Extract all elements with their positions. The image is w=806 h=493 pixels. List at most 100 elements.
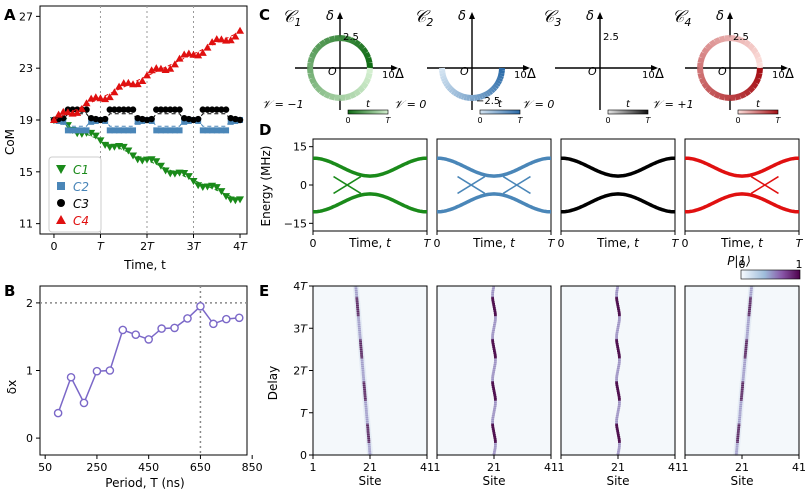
marker-c1 — [231, 197, 240, 205]
x-tick-label: 450 — [138, 461, 159, 474]
marker-c2 — [120, 127, 127, 134]
heat-halo — [734, 442, 741, 445]
heat-cell — [494, 315, 497, 319]
heat-halo — [356, 330, 363, 333]
panel-d-frame — [684, 138, 800, 232]
y-tick-label: 0 — [26, 432, 33, 445]
heat-halo — [744, 330, 751, 333]
heat-halo — [733, 452, 740, 455]
trajectory-segment — [311, 46, 320, 55]
heat-halo — [743, 338, 750, 341]
y-tick-label: 15 — [293, 141, 307, 154]
heat-cell — [359, 349, 363, 353]
heat-halo — [355, 315, 362, 318]
heat-cell — [615, 421, 618, 424]
marker-c1 — [91, 132, 100, 140]
heat-halo — [358, 347, 365, 350]
trajectory-segment — [750, 81, 759, 90]
heat-cell — [615, 381, 618, 384]
x-tick-label: 250 — [86, 461, 107, 474]
heat-cell — [749, 294, 753, 298]
marker-c3 — [157, 106, 165, 113]
heat-halo — [356, 326, 363, 329]
heat-cell — [367, 438, 371, 441]
trajectory-segment — [448, 87, 455, 94]
heat-cell — [491, 294, 494, 298]
heat-cell — [491, 340, 495, 344]
heat-cell — [359, 345, 363, 348]
heat-cell — [491, 288, 495, 291]
trajectory-segment — [697, 72, 705, 80]
heat-halo — [742, 347, 749, 350]
heat-cell — [368, 448, 371, 452]
heat-cell — [491, 414, 495, 418]
trajectory-segment — [487, 88, 494, 95]
marker-c4 — [147, 66, 156, 74]
heat-cell — [736, 433, 740, 437]
heat-cell — [363, 393, 367, 397]
trajectory-segment — [460, 93, 466, 100]
heat-cell — [746, 324, 750, 327]
heat-cell — [360, 353, 363, 357]
heat-halo — [742, 353, 749, 356]
heat-halo — [362, 398, 369, 401]
heat-cell — [356, 311, 360, 315]
trajectory-segment — [755, 56, 763, 64]
marker-c2 — [74, 127, 81, 134]
trajectory-segment — [481, 92, 486, 99]
heat-cell — [368, 452, 372, 456]
heat-cell — [361, 370, 365, 374]
legend-marker — [56, 215, 66, 224]
heat-halo — [362, 400, 369, 403]
heat-halo — [359, 357, 365, 360]
marker-c2 — [213, 127, 220, 134]
trajectory-segment — [704, 42, 713, 51]
delta-tick-label: 10 — [514, 70, 527, 81]
heat-halo — [744, 328, 751, 331]
heat-cell — [366, 425, 370, 429]
heat-cell — [618, 444, 621, 448]
legend-box — [48, 156, 102, 233]
trajectory-segment — [718, 35, 726, 43]
heat-halo — [745, 324, 751, 327]
y-tick-label: −15 — [284, 217, 307, 230]
heat-cell — [491, 376, 494, 380]
heat-cell — [492, 286, 495, 289]
trajectory-segment — [571, 60, 572, 63]
heat-cell — [741, 385, 744, 388]
amplitude-label: 2.5 — [733, 32, 749, 43]
heat-halo — [736, 419, 743, 422]
heat-cell — [736, 431, 740, 435]
trajectory-segment — [455, 91, 461, 98]
heat-halo — [353, 296, 360, 299]
heat-cell — [749, 292, 753, 295]
heat-halo — [738, 391, 745, 394]
origin-label: O — [588, 65, 597, 78]
marker-c4 — [236, 26, 245, 34]
trajectory-segment — [701, 81, 710, 90]
heat-cell — [743, 364, 746, 367]
trajectory-segment — [440, 74, 447, 80]
heat-cell — [357, 324, 361, 327]
trajectory-segment — [491, 85, 498, 92]
heat-cell — [494, 402, 497, 405]
heat-cell — [738, 408, 742, 412]
heat-halo — [364, 421, 371, 424]
marker-c2 — [223, 127, 230, 134]
heat-halo — [743, 340, 750, 343]
heat-cell — [618, 357, 621, 361]
heat-halo — [737, 410, 744, 413]
legend-label: C3 — [73, 197, 89, 211]
heat-cell — [617, 438, 621, 441]
marker-c3 — [162, 106, 169, 113]
heat-cell — [616, 452, 620, 456]
marker-c3 — [199, 106, 207, 113]
heat-cell — [359, 338, 362, 342]
marker-c2 — [116, 127, 123, 134]
origin-label: O — [328, 65, 337, 78]
marker-c4 — [156, 64, 165, 72]
heat-cell — [617, 351, 621, 355]
heat-cell — [735, 444, 739, 448]
heat-halo — [735, 427, 742, 430]
panel-b-xlabel: Period, T (ns) — [105, 476, 184, 490]
